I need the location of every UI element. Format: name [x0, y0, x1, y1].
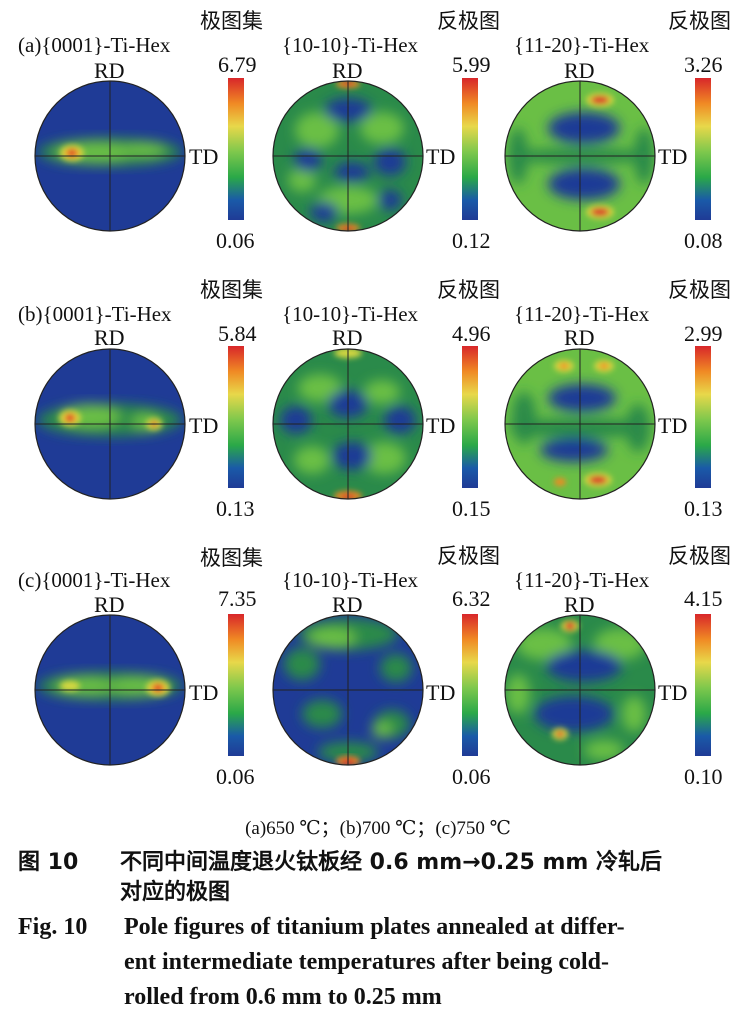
rd-label: RD	[564, 592, 595, 617]
panel-a-header-3: 反极图	[668, 9, 731, 33]
td-label: TD	[189, 413, 219, 438]
panel-a-header-1: 极图集	[200, 9, 263, 33]
panel-c-header-3: 反极图	[668, 544, 731, 568]
colorbar-max: 6.32	[452, 586, 491, 611]
panel-c-title: (c){0001}-Ti-Hex	[18, 568, 171, 592]
caption-cn-line2: 对应的极图	[120, 880, 231, 905]
rd-label: RD	[332, 325, 363, 350]
pole-figure-b-0001	[34, 348, 186, 500]
td-label: TD	[658, 144, 688, 169]
rd-label: RD	[94, 592, 125, 617]
colorbar-min: 0.06	[452, 764, 491, 789]
colorbar-max: 7.35	[218, 586, 257, 611]
caption-cn-line1: 不同中间温度退火钛板经 0.6 mm→0.25 mm 冷轧后	[120, 850, 663, 875]
panel-b-title: (b){0001}-Ti-Hex	[18, 302, 172, 326]
colorbar	[695, 346, 711, 488]
panel-b-header-2: 反极图	[437, 278, 500, 302]
panel-c-header-2: 反极图	[437, 544, 500, 568]
colorbar	[228, 346, 244, 488]
pole-figure-a-1120	[504, 80, 656, 232]
td-label: TD	[658, 413, 688, 438]
caption-en-line3: rolled from 0.6 mm to 0.25 mm	[124, 984, 442, 1010]
colorbar-max: 5.99	[452, 52, 491, 77]
colorbar-min: 0.13	[216, 496, 255, 521]
rd-label: RD	[94, 58, 125, 83]
panel-b-header-3: 反极图	[668, 278, 731, 302]
colorbar-max: 3.26	[684, 52, 723, 77]
rd-label: RD	[94, 325, 125, 350]
td-label: TD	[426, 413, 456, 438]
colorbar	[462, 614, 478, 756]
td-label: TD	[426, 144, 456, 169]
colorbar-max: 5.84	[218, 321, 257, 346]
pole-figure-a-1010	[272, 80, 424, 232]
colorbar-min: 0.12	[452, 228, 491, 253]
rd-label: RD	[564, 58, 595, 83]
panel-b-header-1: 极图集	[200, 278, 263, 302]
colorbar	[228, 614, 244, 756]
colorbar-max: 2.99	[684, 321, 723, 346]
pole-figure-c-1120	[504, 614, 656, 766]
colorbar-min: 0.06	[216, 228, 255, 253]
colorbar-min: 0.06	[216, 764, 255, 789]
td-label: TD	[189, 680, 219, 705]
caption-cn-label: 图 10	[18, 850, 79, 875]
panel-c-plot3-title: {11-20}-Ti-Hex	[514, 568, 650, 592]
colorbar-max: 6.79	[218, 52, 257, 77]
colorbar-min: 0.13	[684, 496, 723, 521]
colorbar-min: 0.10	[684, 764, 723, 789]
td-label: TD	[426, 680, 456, 705]
pole-figure-b-1010	[272, 348, 424, 500]
colorbar	[695, 78, 711, 220]
caption-en-line1: Pole figures of titanium plates annealed…	[124, 914, 625, 940]
colorbar-min: 0.15	[452, 496, 491, 521]
rd-label: RD	[564, 325, 595, 350]
colorbar	[228, 78, 244, 220]
pole-figure-a-0001	[34, 80, 186, 232]
figure-subcaption: (a)650 ℃；(b)700 ℃；(c)750 ℃	[245, 818, 511, 839]
panel-a-title: (a){0001}-Ti-Hex	[18, 33, 171, 57]
panel-c-header-1: 极图集	[200, 546, 263, 570]
pole-figure-c-1010	[272, 614, 424, 766]
td-label: TD	[189, 144, 219, 169]
caption-en-line2: ent intermediate temperatures after bein…	[124, 949, 609, 975]
panel-b-plot3-title: {11-20}-Ti-Hex	[514, 302, 650, 326]
pole-figure-b-1120	[504, 348, 656, 500]
panel-a-plot3-title: {11-20}-Ti-Hex	[514, 33, 650, 57]
rd-label: RD	[332, 58, 363, 83]
colorbar	[462, 78, 478, 220]
panel-c-plot2-title: {10-10}-Ti-Hex	[282, 568, 419, 592]
colorbar-max: 4.15	[684, 586, 723, 611]
panel-a-header-2: 反极图	[437, 9, 500, 33]
caption-en-label: Fig. 10	[18, 914, 88, 940]
td-label: TD	[658, 680, 688, 705]
colorbar	[695, 614, 711, 756]
colorbar-min: 0.08	[684, 228, 723, 253]
rd-label: RD	[332, 592, 363, 617]
panel-a-plot2-title: {10-10}-Ti-Hex	[282, 33, 419, 57]
colorbar	[462, 346, 478, 488]
panel-b-plot2-title: {10-10}-Ti-Hex	[282, 302, 419, 326]
pole-figure-c-0001	[34, 614, 186, 766]
colorbar-max: 4.96	[452, 321, 491, 346]
